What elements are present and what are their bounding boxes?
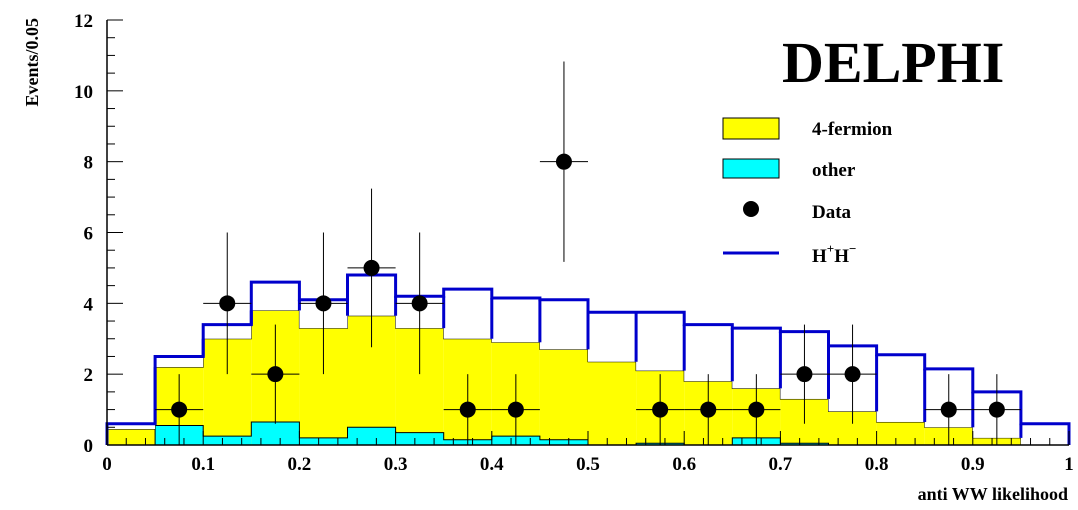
data-point <box>363 259 380 276</box>
plot-area <box>105 61 1071 446</box>
x-tick-label: 0.7 <box>769 454 793 475</box>
x-tick-label: 0.6 <box>672 454 696 475</box>
x-axis-title: anti WW likelihood <box>918 484 1068 504</box>
data-point <box>171 401 188 418</box>
legend-swatch-4fermion <box>722 117 780 140</box>
bar-signal-fill <box>251 282 300 311</box>
signal-outline <box>105 273 1071 445</box>
bar-other <box>347 427 396 445</box>
bar-signal-fill <box>684 324 733 382</box>
bar-other <box>539 439 588 445</box>
x-tick-label: 0 <box>102 454 112 475</box>
bar-signal-fill <box>588 312 637 362</box>
data-point <box>411 295 428 312</box>
y-tick-label: 10 <box>74 82 93 103</box>
data-point <box>748 401 765 418</box>
y-tick-label: 6 <box>84 224 94 245</box>
bar-other <box>780 443 829 445</box>
y-tick-label: 0 <box>84 436 94 457</box>
x-tick-label: 0.1 <box>191 454 215 475</box>
legend-label-signal: H+H− <box>812 241 856 267</box>
data-point <box>267 366 284 383</box>
y-axis-title: Events/0.05 <box>22 18 42 107</box>
y-tick-label: 8 <box>84 153 94 174</box>
data-point <box>796 366 813 383</box>
x-tick-label: 0.8 <box>865 454 889 475</box>
bar-signal-fill <box>491 298 540 343</box>
data-point <box>219 295 236 312</box>
delphi-label: DELPHI <box>782 30 1004 95</box>
legend-label-other: other <box>812 160 856 181</box>
data-point <box>844 366 861 383</box>
data-point <box>507 401 524 418</box>
data-point <box>700 401 717 418</box>
data-point <box>988 401 1005 418</box>
bar-other <box>299 437 348 445</box>
legend-swatch-other <box>722 158 780 179</box>
bar-signal-fill <box>155 356 204 368</box>
x-tick-label: 0.5 <box>576 454 600 475</box>
bar-other <box>203 436 252 445</box>
data-point <box>459 401 476 418</box>
y-tick-label: 2 <box>84 365 94 386</box>
bar-signal-fill <box>443 289 492 339</box>
bar-signal-fill <box>636 312 685 371</box>
bar-4fermion <box>107 429 156 445</box>
y-tick-label: 4 <box>84 294 94 315</box>
x-tick-label: 0.4 <box>480 454 504 475</box>
legend-label-data: Data <box>812 202 852 223</box>
data-point <box>315 295 332 312</box>
data-point <box>940 401 957 418</box>
bar-signal-fill <box>876 354 925 422</box>
x-tick-label: 0.3 <box>384 454 408 475</box>
bar-signal-fill <box>107 423 156 430</box>
bar-4fermion <box>588 361 637 445</box>
x-tick-label: 1 <box>1064 454 1074 475</box>
legend-label-4fermion: 4-fermion <box>812 119 893 140</box>
legend-marker-data <box>743 201 759 217</box>
data-point <box>555 153 572 170</box>
data-point <box>652 401 669 418</box>
legend: 4-fermion other Data H+H− <box>722 117 893 267</box>
bar-signal-fill <box>539 299 588 350</box>
x-tick-label: 0.2 <box>288 454 312 475</box>
y-tick-label: 12 <box>74 11 93 32</box>
bar-4fermion <box>539 349 588 445</box>
bar-other <box>395 432 444 445</box>
x-tick-label: 0.9 <box>961 454 985 475</box>
bar-signal-fill <box>1020 423 1069 445</box>
outline-other <box>107 421 1069 446</box>
bar-4fermion <box>876 421 925 445</box>
bar-other <box>251 421 300 445</box>
